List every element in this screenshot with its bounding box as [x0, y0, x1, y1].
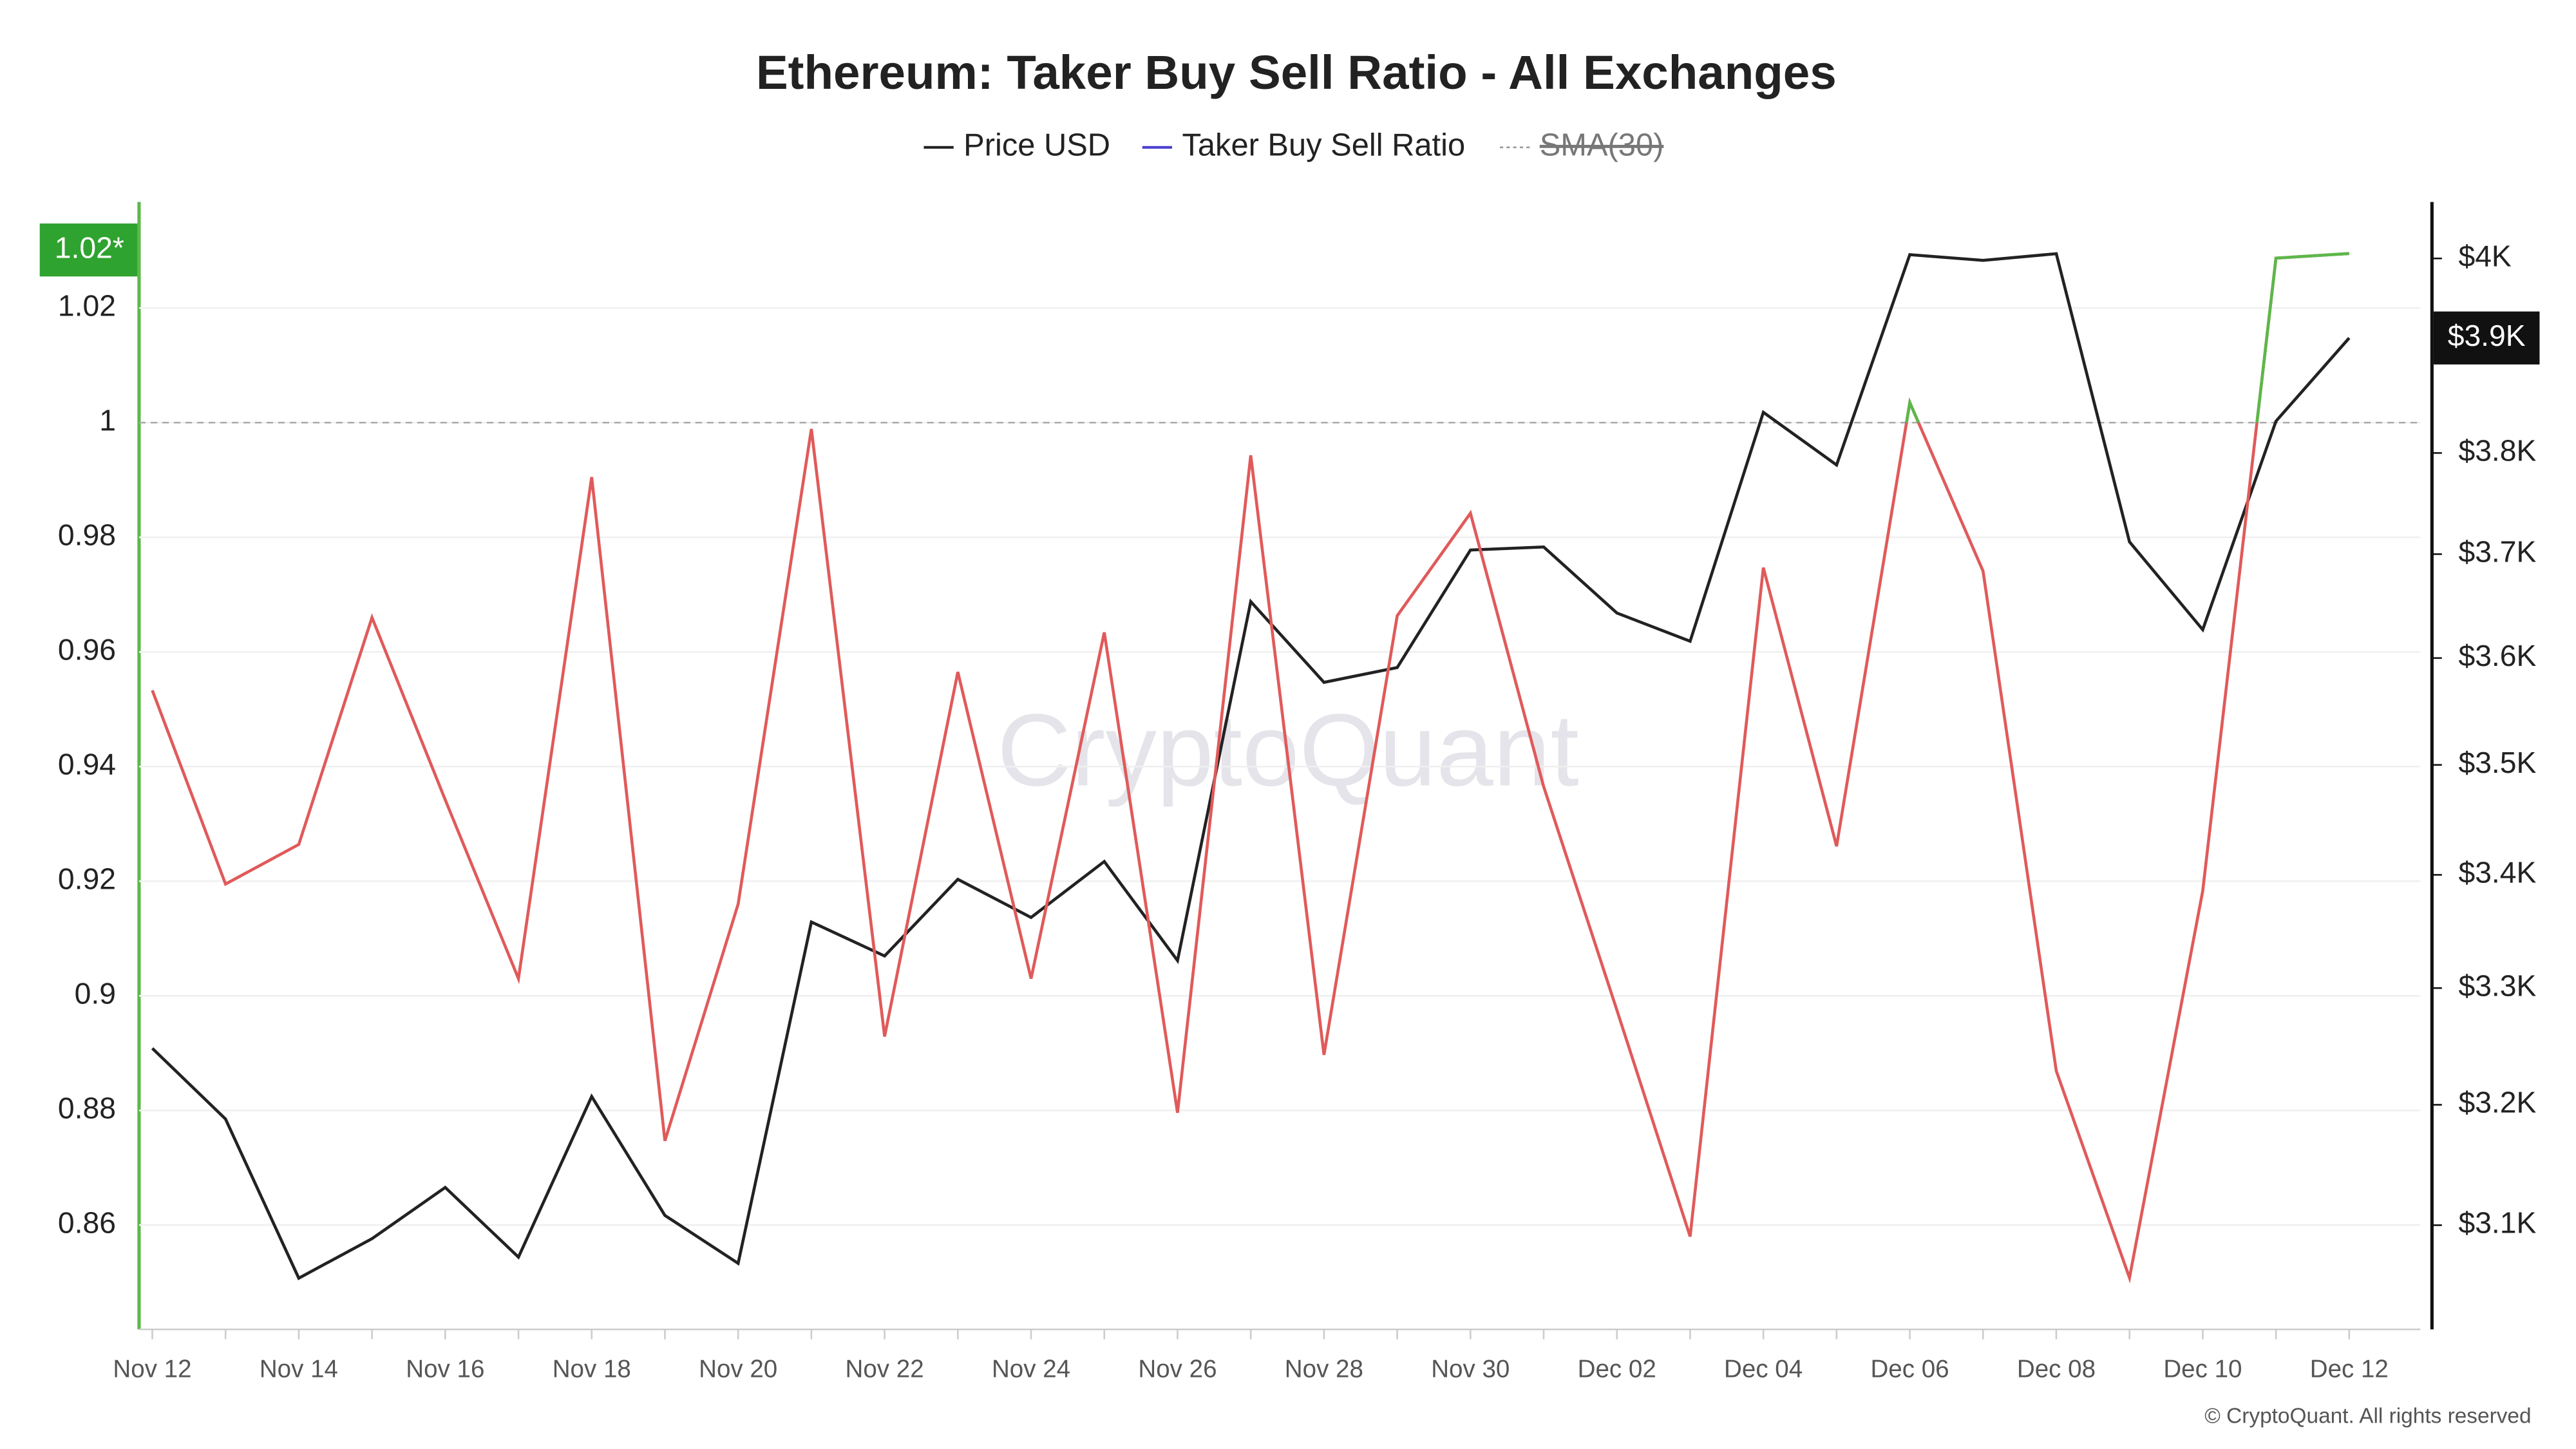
current-value-label: $3.9K [2448, 319, 2526, 352]
y-tick-label: 0.86 [58, 1206, 116, 1240]
y2-tick-label: $3.4K [2458, 856, 2536, 889]
x-tick-label: Nov 22 [846, 1356, 924, 1383]
x-tick-label: Nov 28 [1285, 1356, 1363, 1383]
y-tick-label: 1 [99, 403, 116, 437]
y2-tick-label: $3.7K [2458, 535, 2536, 569]
y-tick-label: 0.94 [58, 747, 116, 781]
x-tick-label: Dec 04 [1724, 1356, 1803, 1383]
x-tick-label: Nov 30 [1431, 1356, 1510, 1383]
y2-tick-label: $3.6K [2458, 639, 2536, 672]
current-value-label: 1.02* [55, 231, 124, 264]
x-tick-label: Nov 18 [553, 1356, 631, 1383]
copyright: © CryptoQuant. All rights reserved [2204, 1404, 2531, 1428]
y-tick-label: 0.98 [58, 518, 116, 551]
legend-label[interactable]: Price USD [963, 128, 1110, 163]
x-tick-label: Nov 24 [992, 1356, 1070, 1383]
y-tick-label: 0.92 [58, 862, 116, 896]
x-tick-label: Nov 20 [699, 1356, 777, 1383]
x-tick-label: Nov 12 [113, 1356, 191, 1383]
series-line [151, 252, 2349, 1284]
y2-tick-label: $4K [2458, 240, 2511, 273]
y2-tick-label: $3.1K [2458, 1206, 2536, 1240]
x-tick-label: Nov 26 [1138, 1356, 1217, 1383]
x-tick-label: Nov 16 [406, 1356, 484, 1383]
y2-tick-label: $3.8K [2458, 434, 2536, 468]
x-tick-label: Dec 10 [2163, 1356, 2242, 1383]
y-tick-label: 0.88 [58, 1092, 116, 1125]
series-line [151, 252, 2351, 1280]
y2-tick-label: $3.2K [2458, 1086, 2536, 1119]
y2-tick-label: $3.3K [2458, 969, 2536, 1002]
legend-label[interactable]: SMA(30) [1540, 128, 1664, 163]
y2-tick-label: $3.5K [2458, 746, 2536, 779]
current-value-badge [2433, 311, 2540, 365]
y-tick-label: 1.02 [58, 289, 116, 322]
x-tick-label: Dec 12 [2310, 1356, 2389, 1383]
chart-title: Ethereum: Taker Buy Sell Ratio - All Exc… [756, 46, 1837, 99]
y-tick-label: 0.9 [75, 977, 116, 1010]
x-tick-label: Dec 06 [1870, 1356, 1949, 1383]
legend-label[interactable]: Taker Buy Sell Ratio [1182, 128, 1465, 163]
current-value-badge [39, 223, 138, 277]
x-tick-label: Nov 14 [260, 1356, 338, 1383]
x-tick-label: Dec 02 [1578, 1356, 1656, 1383]
x-tick-label: Dec 08 [2017, 1356, 2096, 1383]
y-tick-label: 0.96 [58, 632, 116, 666]
